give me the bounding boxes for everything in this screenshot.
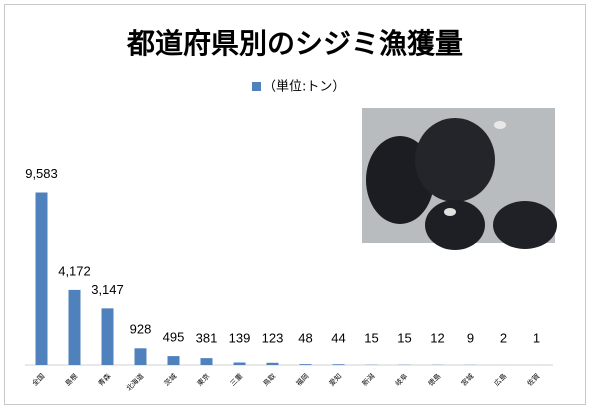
legend-swatch	[252, 82, 261, 91]
value-label: 48	[298, 330, 312, 345]
value-label: 9	[467, 330, 474, 345]
value-label: 381	[196, 330, 218, 345]
bar	[101, 308, 114, 365]
bar	[134, 348, 147, 365]
value-label: 12	[430, 330, 444, 345]
value-label: 2	[500, 330, 507, 345]
value-label: 15	[397, 330, 411, 345]
value-label: 1	[533, 330, 540, 345]
value-label: 4,172	[58, 263, 91, 278]
photo	[362, 108, 557, 250]
bar	[200, 358, 213, 365]
bar	[233, 362, 246, 365]
bar	[332, 364, 345, 365]
value-label: 3,147	[91, 282, 124, 297]
bar	[266, 362, 279, 365]
bar	[167, 356, 180, 365]
value-label: 44	[331, 330, 345, 345]
chart-title: 都道府県別のシジミ漁獲量	[126, 27, 463, 60]
bar	[35, 192, 48, 365]
value-label: 928	[130, 322, 152, 337]
value-label: 9,583	[25, 166, 58, 181]
bar	[68, 289, 81, 365]
value-label: 123	[262, 330, 284, 345]
value-label: 139	[229, 330, 251, 345]
legend-label: （単位:トン）	[263, 79, 345, 95]
value-label: 495	[163, 330, 185, 345]
bar	[299, 364, 312, 365]
value-label: 15	[364, 330, 378, 345]
